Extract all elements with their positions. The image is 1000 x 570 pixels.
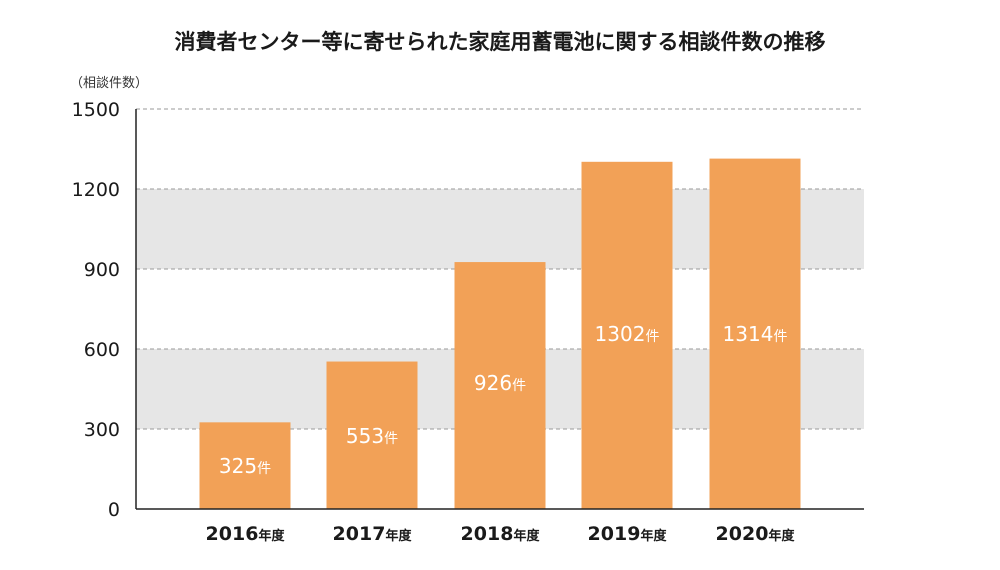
bar-2017 [326,361,418,509]
y-tick-label-900: 900 [84,259,120,281]
bars [199,158,801,510]
y-tick-label-300: 300 [84,419,120,441]
x-tick-label-2016: 2016年度 [206,523,286,545]
x-tick-label-2017: 2017年度 [333,523,413,545]
y-tick-label-1200: 1200 [72,179,120,201]
y-tick-label-1500: 1500 [72,99,120,121]
bar-value-label-2019: 1302件 [595,322,660,346]
bar-value-label-2016: 325件 [219,454,271,478]
x-tick-label-2018: 2018年度 [461,523,541,545]
bar-2020 [709,158,801,509]
bar-2019 [581,161,673,510]
x-tick-label-2019: 2019年度 [588,523,668,545]
y-tick-label-600: 600 [84,339,120,361]
y-tick-labels: 0 300 600 900 1200 1500 [72,99,120,521]
bar-value-label-2017: 553件 [346,424,398,448]
x-tick-label-2020: 2020年度 [716,523,796,545]
bar-2018 [454,262,546,509]
bar-value-label-2018: 926件 [474,371,526,395]
chart-title: 消費者センター等に寄せられた家庭用蓄電池に関する相談件数の推移 [175,30,826,54]
y-tick-label-0: 0 [108,499,120,521]
y-unit-label: （相談件数） [70,75,148,91]
axes [135,109,864,510]
bar-value-labels: 325件 553件 926件 1302件 1314件 [219,322,788,478]
x-tick-labels: 2016年度 2017年度 2018年度 2019年度 2020年度 [206,523,796,545]
bar-value-label-2020: 1314件 [723,322,788,346]
bar-2016 [199,422,291,509]
